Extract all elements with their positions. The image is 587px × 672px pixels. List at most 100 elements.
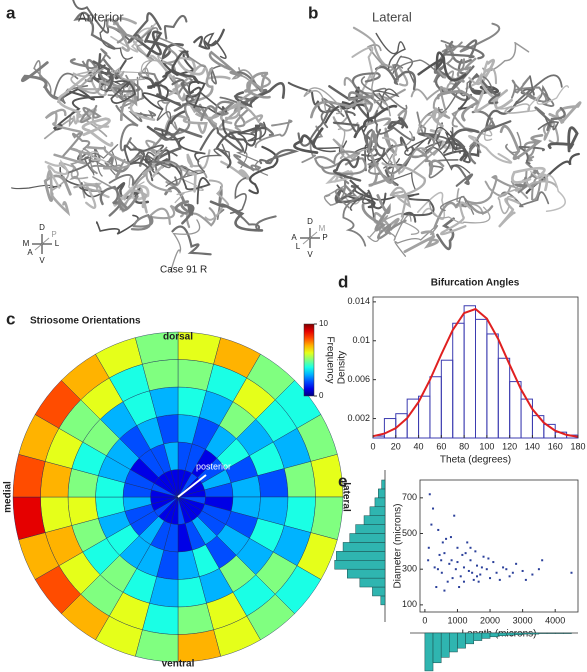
- scatter-point: [489, 577, 492, 580]
- scatter-point: [462, 566, 465, 569]
- vessel: [310, 98, 357, 119]
- compass-label: V: [307, 250, 313, 259]
- vessel: [219, 100, 242, 125]
- vessel-renders: [11, 0, 582, 272]
- vessel: [134, 30, 163, 58]
- scatter-point: [471, 571, 474, 574]
- y-tick-label: 0.01: [352, 335, 370, 345]
- scatter-point: [453, 514, 456, 517]
- vessel: [375, 65, 417, 91]
- marginal-bar: [374, 497, 386, 508]
- vessel: [375, 32, 406, 69]
- vessel: [432, 85, 451, 119]
- marginal-bar: [530, 632, 540, 635]
- vessel: [163, 14, 188, 40]
- scatter-point: [505, 568, 508, 571]
- vessel: [110, 80, 136, 104]
- vessel: [493, 100, 531, 114]
- marginal-bar: [506, 632, 515, 636]
- direction-label: ventral: [162, 659, 195, 670]
- vessel: [70, 67, 99, 88]
- vessel: [482, 42, 530, 72]
- x-tick-label: 60: [436, 441, 446, 451]
- vessel: [73, 182, 102, 192]
- marginal-bar: [380, 595, 386, 606]
- x-tick-label: 140: [525, 441, 540, 451]
- x-tick-label: 2000: [480, 615, 500, 625]
- vessel: [513, 76, 548, 103]
- heat-cell: [177, 629, 221, 663]
- marginal-bar: [359, 577, 386, 588]
- scatter-point: [537, 568, 540, 571]
- compass-label: D: [307, 217, 313, 226]
- marginal-bar: [538, 632, 548, 634]
- vessel: [79, 104, 102, 124]
- x-tick-label: 40: [414, 441, 424, 451]
- x-tick-label: 0: [370, 441, 375, 451]
- vessel: [235, 151, 269, 176]
- vessel: [171, 78, 195, 112]
- vessel: [449, 164, 474, 187]
- vessel: [547, 126, 579, 153]
- marginal-bar: [554, 632, 564, 634]
- vessel: [520, 75, 535, 96]
- vessel: [374, 109, 416, 142]
- scatter-point: [487, 557, 490, 560]
- vessel: [81, 117, 114, 147]
- scatter-point: [428, 493, 431, 496]
- vessel: [417, 51, 467, 82]
- vessel: [117, 194, 139, 212]
- x-tick-label: 180: [570, 441, 585, 451]
- scatter-point: [480, 566, 483, 569]
- scatter-point: [440, 559, 443, 562]
- vessel: [234, 82, 286, 108]
- vessel: [44, 159, 69, 189]
- vessel: [229, 177, 247, 214]
- marginal-bar: [369, 506, 386, 516]
- caption: Case 91 R: [160, 265, 207, 276]
- vessel: [144, 25, 184, 61]
- heat-cell: [135, 629, 179, 663]
- panel-letter: a: [6, 3, 16, 22]
- vessel: [123, 188, 148, 214]
- direction-label: medial: [3, 481, 14, 513]
- panel-title: Lateral: [372, 9, 412, 24]
- scatter-point: [511, 571, 514, 574]
- vessel: [529, 170, 566, 213]
- vessel: [106, 67, 146, 81]
- vessel: [89, 155, 116, 177]
- vessel: [473, 89, 509, 113]
- vessel: [197, 143, 231, 173]
- vessel: [468, 67, 498, 86]
- vessel: [320, 97, 345, 129]
- vessel: [128, 140, 171, 171]
- vessel: [99, 19, 133, 60]
- scatter-point: [531, 573, 534, 576]
- compass-label: M: [319, 224, 326, 233]
- vessel: [433, 63, 469, 84]
- scatter-point: [472, 578, 475, 581]
- compass-label: P: [322, 233, 327, 242]
- vessel: [90, 151, 112, 167]
- heat-cell: [310, 496, 344, 540]
- marginal-bar: [489, 632, 499, 638]
- vessel: [349, 191, 375, 218]
- vessel: [233, 153, 262, 172]
- scatter-point: [430, 523, 433, 526]
- y-axis-label: Density: [337, 351, 348, 384]
- scatter-point: [449, 536, 452, 539]
- vessel: [334, 184, 365, 204]
- scatter-point: [436, 568, 439, 571]
- vessel: [154, 127, 203, 141]
- marginal-bar: [355, 524, 386, 534]
- vessel: [468, 72, 501, 105]
- compass-label: P: [51, 230, 56, 239]
- panel-letter: e: [338, 471, 347, 490]
- vessel: [510, 79, 541, 103]
- heat-cell: [12, 454, 46, 498]
- vessel: [123, 144, 154, 182]
- vessel: [127, 12, 162, 45]
- vessel: [142, 84, 169, 111]
- vessel: [297, 107, 331, 147]
